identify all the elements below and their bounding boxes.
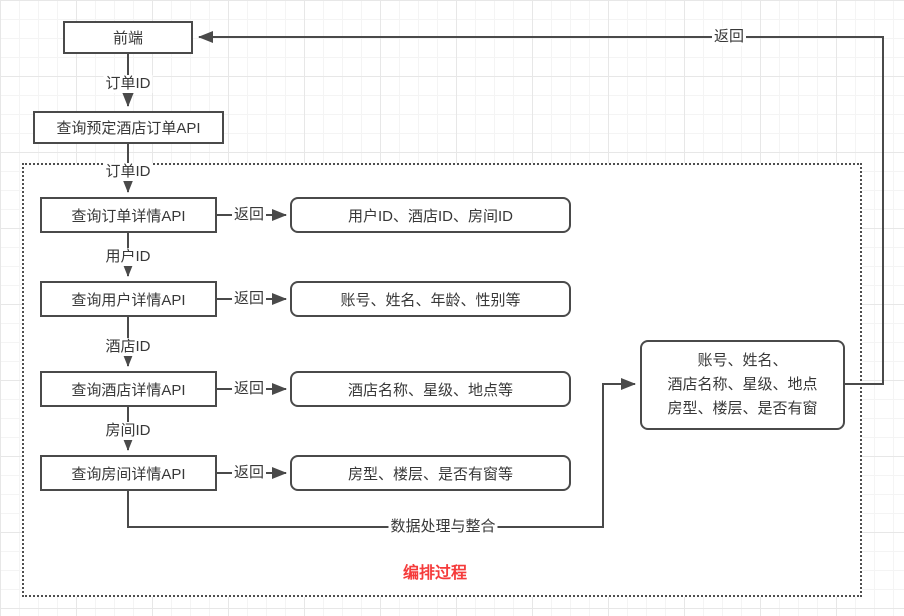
node-hotel-detail-result[interactable]: 酒店名称、星级、地点等 (290, 371, 571, 407)
edge-label-return-row4: 返回 (231, 464, 267, 482)
node-frontend[interactable]: 前端 (63, 21, 193, 54)
merge-result-line-1: 账号、姓名、 (697, 352, 788, 369)
node-order-detail-result-label: 用户ID、酒店ID、房间ID (347, 207, 513, 225)
node-room-detail-result[interactable]: 房型、楼层、是否有窗等 (290, 455, 571, 491)
node-user-detail-result[interactable]: 账号、姓名、年龄、性别等 (290, 281, 571, 317)
node-order-detail-api-label: 查询订单详情API (71, 207, 186, 225)
edge-label-return-row2: 返回 (231, 290, 267, 308)
node-user-detail-api-label: 查询用户详情API (71, 291, 186, 309)
edge-label-order-id-top: 订单ID (103, 75, 153, 93)
node-booking-order-api[interactable]: 查询预定酒店订单API (33, 111, 224, 144)
merge-result-line-3: 房型、楼层、是否有窗 (667, 400, 818, 417)
node-room-detail-result-label: 房型、楼层、是否有窗等 (347, 465, 513, 483)
node-room-detail-api-label: 查询房间详情API (71, 465, 186, 483)
merge-result-line-2: 酒店名称、星级、地点 (667, 376, 818, 393)
node-order-detail-api[interactable]: 查询订单详情API (40, 197, 217, 233)
node-hotel-detail-result-label: 酒店名称、星级、地点等 (347, 381, 513, 399)
edge-label-room-id: 房间ID (103, 422, 153, 440)
node-hotel-detail-api-label: 查询酒店详情API (71, 381, 186, 399)
edge-label-merge: 数据处理与整合 (388, 518, 498, 536)
orchestration-caption: 编排过程 (402, 565, 468, 582)
node-user-detail-api[interactable]: 查询用户详情API (40, 281, 217, 317)
node-room-detail-api[interactable]: 查询房间详情API (40, 455, 217, 491)
edge-label-return-top: 返回 (711, 28, 747, 46)
node-merge-result[interactable]: 账号、姓名、 酒店名称、星级、地点 房型、楼层、是否有窗 (640, 340, 845, 430)
edge-label-return-row1: 返回 (231, 206, 267, 224)
node-hotel-detail-api[interactable]: 查询酒店详情API (40, 371, 217, 407)
edge-label-order-id-inner: 订单ID (103, 163, 153, 181)
edge-label-user-id: 用户ID (103, 248, 153, 266)
node-order-detail-result[interactable]: 用户ID、酒店ID、房间ID (290, 197, 571, 233)
node-booking-order-api-label: 查询预定酒店订单API (56, 120, 201, 137)
edge-label-hotel-id: 酒店ID (103, 338, 153, 356)
edge-label-return-row3: 返回 (231, 380, 267, 398)
node-frontend-label: 前端 (112, 30, 143, 47)
node-user-detail-result-label: 账号、姓名、年龄、性别等 (340, 291, 521, 309)
